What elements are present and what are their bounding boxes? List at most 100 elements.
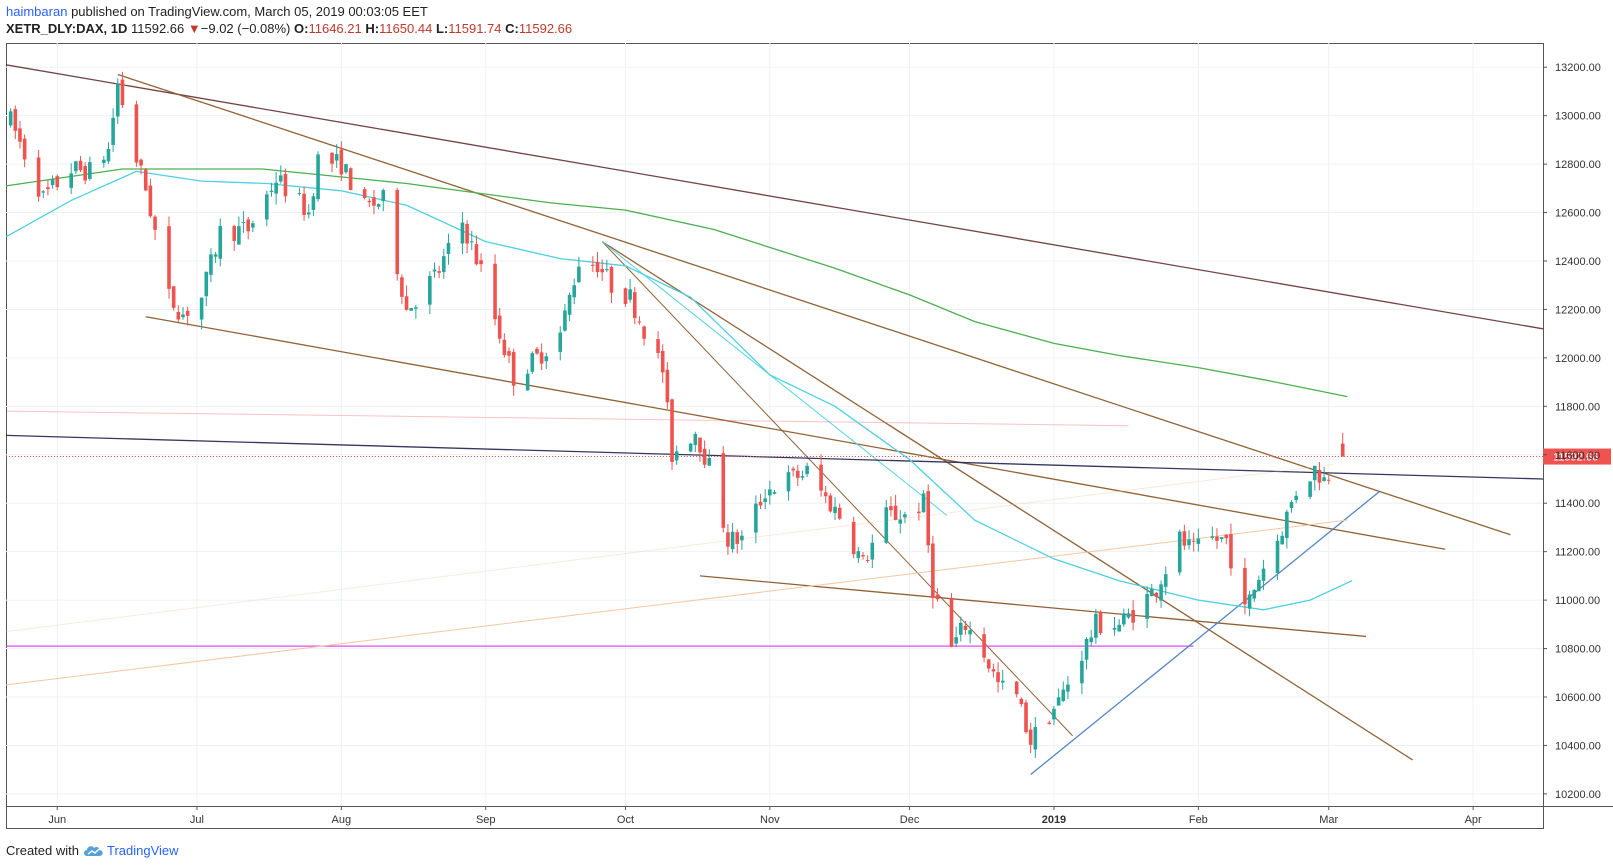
candle-body (1028, 729, 1033, 745)
price-axis[interactable]: 13200.00 13000.00 12800.00 12600.00 12400.00… (1543, 62, 1601, 801)
candle-body (330, 152, 334, 164)
last-price-tag-label: 11592.66 (1553, 452, 1598, 464)
candle-body (726, 532, 730, 547)
candle-body (828, 495, 833, 512)
candle-body (171, 286, 176, 308)
candle-body (898, 519, 903, 524)
candle-body (1219, 537, 1224, 539)
candle-body (1289, 501, 1294, 509)
candle-body (670, 399, 674, 462)
candle-body (870, 542, 875, 560)
candle-body (1322, 477, 1326, 481)
candle-body (991, 669, 996, 672)
candle-body (903, 514, 907, 518)
candle-body (609, 266, 614, 293)
candle-body (591, 264, 595, 266)
moving-averages (5, 168, 1353, 611)
candle-body (88, 162, 92, 179)
candle-body (46, 187, 50, 190)
time-axis[interactable]: Jun Jul Aug Sep Oct Nov Dec 2019 Feb Mar Apr (48, 806, 1482, 826)
candle-body (535, 348, 539, 354)
y-tick-label: 11800.00 (1555, 401, 1600, 413)
x-tick-label: Nov (760, 814, 780, 826)
published-text: published on TradingView.com, March 05, … (71, 4, 428, 19)
candle-body (167, 226, 171, 289)
candle-body (251, 223, 255, 228)
candle-body (1317, 469, 1322, 483)
candle-body (1000, 680, 1005, 683)
x-tick-label: Jul (190, 814, 204, 826)
candle-body (525, 373, 530, 391)
candle-body (1089, 637, 1094, 643)
candle-body (917, 511, 921, 514)
candle-body (432, 269, 437, 272)
candle-body (237, 226, 241, 245)
candle-body (1210, 536, 1215, 538)
candle-body (800, 476, 805, 478)
y-tick-label: 13200.00 (1555, 62, 1601, 74)
x-tick-label: Mar (1319, 814, 1338, 826)
candle-body (232, 226, 237, 241)
candle-body (1257, 579, 1261, 592)
candle-body (442, 256, 446, 273)
candle-body (78, 160, 83, 170)
candle-body (479, 260, 483, 265)
candle-body (246, 219, 250, 232)
candle-body (805, 465, 809, 475)
candle-body (437, 271, 441, 273)
candle-body (362, 189, 367, 198)
candle-body (274, 182, 278, 194)
candle-body (819, 464, 823, 491)
candle-body (1117, 624, 1121, 632)
candle-body (395, 190, 400, 275)
candle-body (1224, 534, 1229, 539)
candle-body (968, 630, 972, 635)
candle-body (404, 296, 409, 310)
footer: Created with TradingView (6, 843, 179, 858)
y-tick-label: 10600.00 (1555, 692, 1601, 704)
candle-body (754, 503, 758, 533)
candle-body (1326, 479, 1331, 481)
candle-body (1052, 708, 1056, 720)
candle-body (311, 196, 316, 210)
y-tick-label: 10400.00 (1555, 740, 1601, 752)
x-tick-label: 2019 (1042, 814, 1066, 826)
candle-body (372, 197, 376, 206)
candle-body (497, 315, 502, 339)
y-tick-label: 11200.00 (1555, 547, 1600, 559)
candle-body (446, 242, 451, 254)
candle-body (143, 169, 148, 191)
close-value: 11592.66 (518, 21, 573, 36)
candle-body (1182, 531, 1187, 546)
high-label: H: (365, 21, 380, 36)
trend-line-faint_orange (5, 463, 1334, 633)
candle-body (623, 288, 628, 304)
candle-body (120, 79, 125, 106)
candle-body (963, 625, 968, 630)
candle-body (572, 285, 577, 298)
candle-body (740, 535, 744, 541)
trend-line-ma_short (601, 241, 948, 516)
candle-body (735, 532, 740, 544)
candle-body (1243, 567, 1247, 605)
candle-body (763, 498, 767, 502)
candle-body (1294, 495, 1298, 500)
candle-body (460, 222, 465, 244)
created-with-text: Created with (6, 843, 79, 858)
author-name[interactable]: haimbaran (6, 4, 68, 19)
candle-body (1252, 589, 1257, 599)
candle-body (530, 353, 535, 372)
trend-line-trend_brown (699, 575, 1367, 638)
candle-body (1112, 627, 1117, 630)
candle-body (656, 339, 660, 353)
publish-info: haimbaran published on TradingView.com, … (6, 4, 428, 19)
candle-body (414, 307, 418, 309)
candle-body (861, 555, 865, 557)
candle-body (702, 448, 707, 465)
candle-body (926, 491, 930, 546)
candle-body (567, 294, 572, 315)
candle-body (698, 437, 702, 453)
tradingview-link[interactable]: TradingView (83, 843, 179, 858)
candle-body (823, 492, 828, 497)
